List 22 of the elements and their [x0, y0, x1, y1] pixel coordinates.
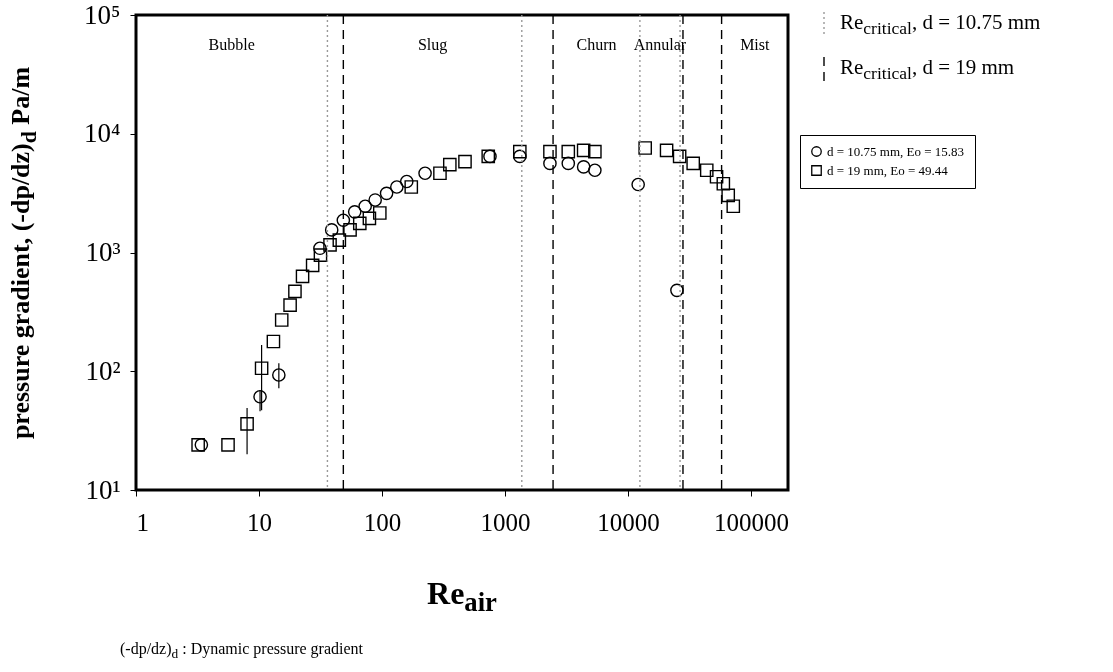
legend-label: d = 10.75 mm, Eo = 15.83 — [827, 143, 965, 159]
legend-label: d = 19 mm, Eo = 49.44 — [827, 162, 949, 178]
x-tick-label: 10 — [246, 508, 272, 536]
x-tick-label: 100 — [363, 508, 402, 536]
x-tick-label: 10000 — [597, 508, 660, 536]
y-tick-label: 10⁴ — [84, 118, 121, 149]
annotation: Bubble — [208, 36, 255, 54]
annotation: Slug — [417, 36, 448, 54]
y-tick-label: 10¹ — [85, 474, 121, 505]
x-tick-label: 1 — [136, 508, 149, 536]
text: (-dp/dz)$_{d}$ : Dynamic pressure gradient — [120, 640, 364, 663]
y-tick-label: 10² — [85, 355, 121, 386]
text: Re$_{critical}$, d = 19 mm — [840, 55, 1015, 84]
x-tick-label: 100000 — [713, 508, 789, 536]
x-axis-title: Re$_{air}$ — [427, 575, 497, 619]
x-tick-label: 1000 — [480, 508, 531, 536]
annotation: Annular — [633, 36, 687, 54]
annotation: Churn — [576, 36, 617, 54]
y-tick-label: 10⁵ — [84, 0, 121, 30]
annotation: Mist — [740, 36, 770, 54]
y-tick-label: 10³ — [85, 237, 121, 267]
text: Re$_{critical}$, d = 10.75 mm — [840, 10, 1041, 39]
